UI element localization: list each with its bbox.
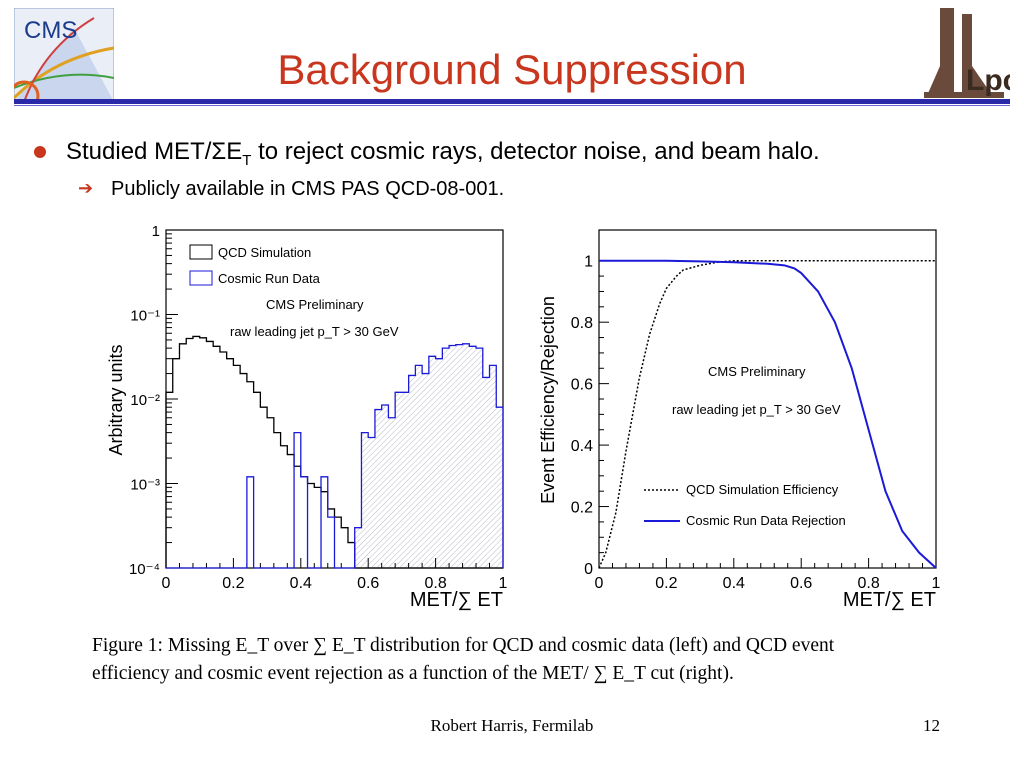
- right-annotation-cut: raw leading jet p_T > 30 GeV: [672, 402, 841, 417]
- right-x-tick-label: 1: [932, 575, 941, 592]
- cosmic-hatch-bin: [408, 375, 416, 568]
- cosmic-hatch-bin: [368, 437, 375, 568]
- bullet-main: Studied MET/ΣET to reject cosmic rays, d…: [66, 138, 820, 169]
- caption-line-2: efficiency and cosmic event rejection as…: [92, 663, 734, 684]
- slide-title: Background Suppression: [277, 46, 747, 93]
- bullet-main-prefix: Studied MET/: [66, 138, 212, 165]
- cms-logo-text: CMS: [24, 17, 77, 44]
- cosmic-hatch-bin: [496, 407, 503, 568]
- left-annotation-preliminary: CMS Preliminary: [266, 297, 364, 312]
- efficiency-rejection-chart: 0 0.2 0.4 0.6 0.8 1 0 0.2 0.4 0.6 0.8 1 CMS Prelimi…: [538, 229, 941, 611]
- left-y-tick-label: 1: [152, 223, 160, 240]
- right-x-tick-label: 0: [595, 575, 604, 592]
- legend-label-qcd-efficiency: QCD Simulation Efficiency: [686, 482, 839, 497]
- right-x-axis-label: MET/∑ ET: [843, 589, 936, 611]
- cms-logo: CMS: [8, 7, 115, 112]
- legend-label-cosmic: Cosmic Run Data: [218, 271, 321, 286]
- cosmic-hatch-bin: [381, 404, 389, 568]
- cosmic-hatch-bin: [462, 343, 470, 568]
- legend-label-cosmic-rejection: Cosmic Run Data Rejection: [686, 513, 846, 528]
- left-y-tick-label: 10⁻³: [130, 477, 160, 494]
- cosmic-hatch-bin: [401, 392, 409, 568]
- cosmic-run-data-histogram: [166, 343, 504, 569]
- arrow-bullet-icon: ➔: [78, 178, 94, 198]
- cosmic-hatch-bin: [489, 365, 497, 568]
- left-y-tick-label: 10⁻¹: [130, 308, 160, 325]
- left-x-tick-label: 1: [499, 575, 508, 592]
- bullet-main-sub: T: [242, 151, 252, 169]
- cosmic-hatch-bin: [361, 432, 369, 568]
- sigma-symbol: Σ: [211, 138, 227, 165]
- cosmic-hatch-bin: [428, 356, 436, 568]
- figure-caption: Figure 1: Missing E_T over ∑ E_T distrib…: [92, 632, 972, 688]
- left-x-tick-label: 0.8: [424, 575, 446, 592]
- legend-swatch-qcd: [189, 244, 213, 260]
- bullet-dot: [34, 146, 46, 158]
- cosmic-fill-group: [354, 343, 503, 568]
- cosmic-hatch-bin: [435, 358, 443, 568]
- cosmic-hatch-bin: [354, 527, 362, 568]
- right-axis-ticks: 0 0.2 0.4 0.6 0.8 1 0 0.2 0.4 0.6 0.8 1: [571, 254, 941, 592]
- left-annotation-cut: raw leading jet p_T > 30 GeV: [230, 324, 399, 339]
- left-x-tick-label: 0.2: [222, 575, 244, 592]
- right-x-tick-label: 0.2: [655, 575, 677, 592]
- cosmic-hatch-bin: [469, 346, 477, 568]
- right-annotation-preliminary: CMS Preliminary: [708, 364, 806, 379]
- right-y-tick-label: 0: [584, 561, 593, 578]
- right-y-tick-label: 1: [584, 254, 593, 271]
- met-distribution-chart: 0 0.2 0.4 0.6 0.8 1 10⁻⁴ 10⁻³ 10⁻² 10⁻¹ 1 QCD Simu…: [106, 223, 508, 611]
- cosmic-hatch-bin: [476, 348, 483, 568]
- cosmic-hatch-bin: [388, 417, 396, 568]
- bullet-main-e: E: [226, 138, 243, 165]
- left-x-tick-label: 0.6: [357, 575, 379, 592]
- qcd-efficiency-line: [598, 259, 936, 569]
- bullet-sub: Publicly available in CMS PAS QCD-08-001…: [111, 178, 505, 200]
- cosmic-hatch-bin: [455, 344, 463, 568]
- title-rule: [14, 99, 1010, 104]
- cosmic-hatch-bin: [442, 348, 450, 568]
- right-x-tick-label: 0.8: [857, 575, 879, 592]
- right-y-tick-label: 0.2: [571, 500, 593, 517]
- left-x-axis-label: MET/∑ ET: [410, 589, 503, 611]
- page-number: 12: [923, 716, 940, 735]
- legend-swatch-cosmic: [189, 270, 213, 286]
- title-rule-thin: [14, 105, 1010, 106]
- left-histogram-marks: [165, 335, 504, 569]
- right-x-tick-label: 0.4: [723, 575, 745, 592]
- right-x-tick-label: 0.6: [790, 575, 812, 592]
- cosmic-rejection-line: [599, 259, 937, 569]
- left-y-axis-label: Arbitrary units: [106, 344, 126, 455]
- right-y-tick-label: 0.4: [571, 438, 593, 455]
- cosmic-hatch-bin: [422, 373, 429, 568]
- left-y-tick-label: 10⁻⁴: [129, 561, 160, 578]
- right-y-axis-label: Event Efficiency/Rejection: [538, 296, 558, 504]
- right-y-tick-label: 0.8: [571, 315, 593, 332]
- cosmic-hatch-bin: [395, 392, 402, 568]
- left-x-tick-label: 0: [162, 575, 171, 592]
- left-y-tick-label: 10⁻²: [130, 392, 160, 409]
- bullet-main-suffix: to reject cosmic rays, detector noise, a…: [251, 138, 820, 165]
- cosmic-hatch-bin: [482, 377, 490, 568]
- cosmic-hatch-bin: [374, 409, 382, 568]
- left-x-tick-label: 0.4: [290, 575, 312, 592]
- cosmic-hatch-bin: [449, 345, 456, 568]
- right-y-tick-label: 0.6: [571, 377, 593, 394]
- qcd-simulation-histogram: [165, 335, 503, 569]
- legend-label-qcd: QCD Simulation: [218, 245, 311, 260]
- cosmic-hatch-bin: [415, 365, 423, 568]
- footer-author: Robert Harris, Fermilab: [430, 716, 594, 735]
- right-line-marks: [598, 259, 937, 569]
- caption-line-1: Figure 1: Missing E_T over ∑ E_T distrib…: [92, 635, 835, 656]
